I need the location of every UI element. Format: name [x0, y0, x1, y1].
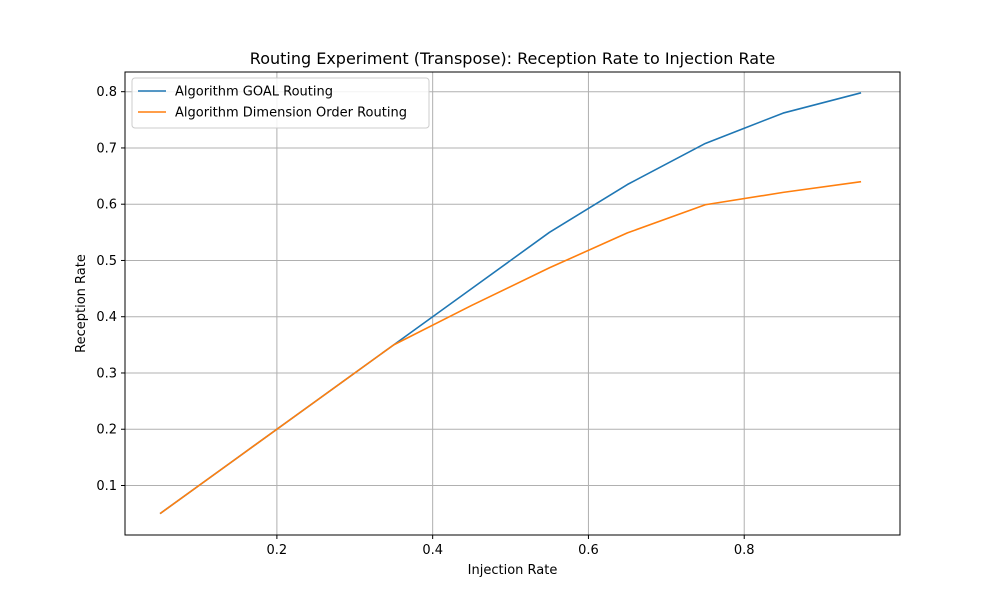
legend-label: Algorithm GOAL Routing: [175, 85, 333, 100]
x-tick-label: 0.4: [422, 543, 443, 558]
series-lines: [159, 92, 862, 515]
x-axis-ticks: 0.2 0.4 0.6 0.8: [267, 535, 755, 558]
y-tick-label: 0.4: [96, 310, 117, 325]
y-axis-ticks: 0.1 0.2 0.3 0.4 0.5 0.6 0.7 0.8: [96, 85, 125, 494]
grid-lines: [125, 72, 900, 535]
legend-box: [131, 77, 430, 129]
x-axis-label: Injection Rate: [468, 563, 558, 578]
x-tick-label: 0.2: [267, 543, 288, 558]
chart-title: Routing Experiment (Transpose): Receptio…: [250, 49, 775, 68]
plot-area-frame: [124, 71, 901, 536]
y-tick-label: 0.5: [96, 254, 117, 269]
y-tick-label: 0.3: [96, 366, 117, 381]
series-line-2: [159, 180, 862, 515]
y-tick-label: 0.1: [96, 479, 117, 494]
y-tick-label: 0.8: [96, 85, 117, 100]
series-line-1: [159, 92, 862, 515]
legend: Algorithm GOAL Routing Algorithm Dimensio…: [131, 77, 430, 129]
y-tick-label: 0.6: [96, 198, 117, 213]
y-tick-label: 0.7: [96, 141, 117, 156]
x-tick-label: 0.6: [578, 543, 599, 558]
y-axis-label: Reception Rate: [74, 254, 89, 353]
y-tick-label: 0.2: [96, 423, 117, 438]
x-tick-label: 0.8: [734, 543, 755, 558]
legend-label: Algorithm Dimension Order Routing: [175, 106, 407, 121]
